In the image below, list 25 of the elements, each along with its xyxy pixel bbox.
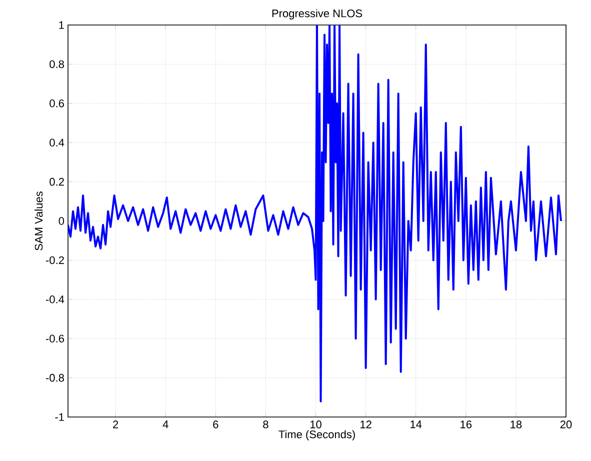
x-tick-label: 2: [113, 420, 118, 428]
y-tick-label: -0.6: [46, 334, 64, 342]
x-tick-label: 4: [162, 420, 168, 428]
line-series: [68, 25, 562, 402]
y-tick-label: 0.2: [50, 178, 64, 186]
x-axis-title: Time (Seconds): [278, 430, 355, 440]
y-tick-label: 1: [59, 21, 64, 29]
y-tick-label: -0.4: [46, 296, 64, 304]
y-axis-title: SAM Values: [34, 192, 43, 250]
x-tick-label: 6: [213, 420, 218, 428]
x-tick-label: 10: [310, 420, 322, 428]
x-tick-label: 16: [460, 420, 472, 428]
x-tick-label: 18: [510, 420, 522, 428]
x-tick-label: 14: [410, 420, 422, 428]
y-tick-label: 0.6: [50, 100, 64, 108]
x-tick-label: 12: [360, 420, 372, 428]
y-tick-label: 0.4: [50, 138, 64, 146]
y-tick-label: -1: [55, 413, 64, 421]
chart-title: Progressive NLOS: [272, 9, 362, 20]
y-tick-label: 0: [58, 217, 64, 225]
x-tick-label: 20: [560, 420, 572, 428]
y-tick-label: -0.2: [46, 256, 64, 264]
y-tick-label: -0.8: [46, 374, 64, 382]
x-tick-label: 8: [263, 420, 268, 428]
y-tick-label: 0.8: [50, 60, 64, 68]
